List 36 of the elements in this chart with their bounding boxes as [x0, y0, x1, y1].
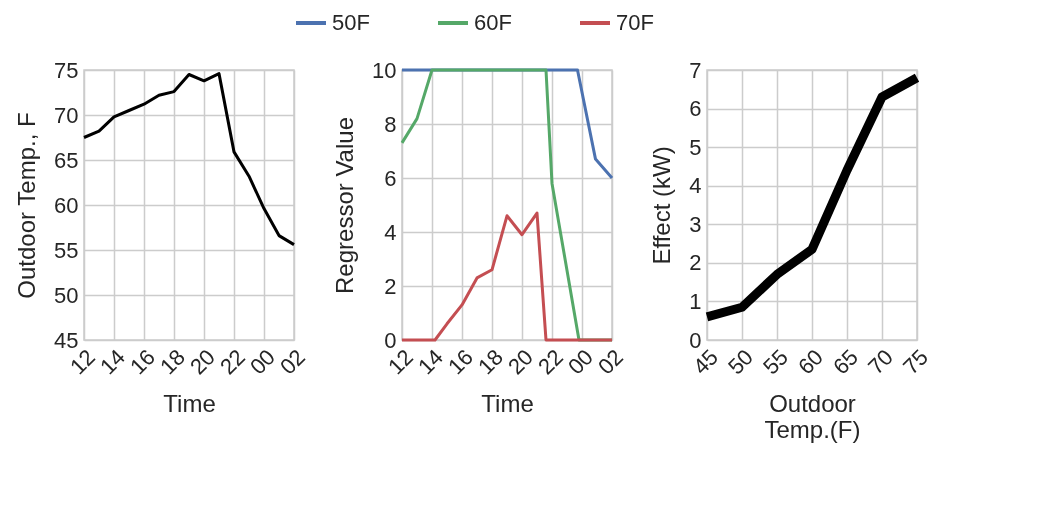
y-tick-label: 0 [689, 327, 702, 353]
y-tick-label: 4 [384, 219, 397, 245]
y-tick-label: 4 [689, 173, 702, 199]
y-tick-label: 6 [689, 96, 702, 122]
y-tick-label: 65 [54, 147, 79, 173]
y-tick-label: 2 [384, 273, 397, 299]
x-tick-label: 65 [828, 344, 864, 380]
y-axis-title: Outdoor Temp., F [13, 112, 41, 299]
y-axis-title: Regressor Value [331, 117, 359, 294]
x-axis-title: Outdoor Temp.(F) [764, 389, 861, 443]
y-tick-label: 75 [54, 57, 79, 83]
x-tick-label: 70 [863, 344, 899, 380]
legend-label: 70F [616, 10, 654, 35]
y-tick-label: 2 [689, 250, 702, 276]
y-tick-label: 70 [54, 102, 79, 128]
legend-label: 60F [474, 10, 512, 35]
y-tick-label: 5 [689, 134, 702, 160]
y-tick-label: 45 [54, 327, 79, 353]
x-tick-label: 60 [793, 344, 829, 380]
x-tick-label: 50 [723, 344, 759, 380]
x-tick-label: 55 [758, 344, 794, 380]
x-axis-title: Time [163, 389, 216, 417]
y-tick-label: 7 [689, 57, 702, 83]
y-tick-label: 55 [54, 237, 79, 263]
y-tick-label: 3 [689, 211, 702, 237]
legend-label: 50F [332, 10, 370, 35]
y-tick-label: 6 [384, 165, 397, 191]
y-axis-title: Effect (kW) [648, 146, 676, 265]
y-tick-label: 50 [54, 282, 79, 308]
y-tick-label: 1 [689, 288, 702, 314]
y-tick-label: 60 [54, 192, 79, 218]
x-axis-title: Time [481, 389, 534, 417]
y-tick-label: 8 [384, 111, 397, 137]
y-tick-label: 10 [372, 57, 397, 83]
x-tick-label: 75 [898, 344, 934, 380]
y-tick-label: 0 [384, 327, 397, 353]
